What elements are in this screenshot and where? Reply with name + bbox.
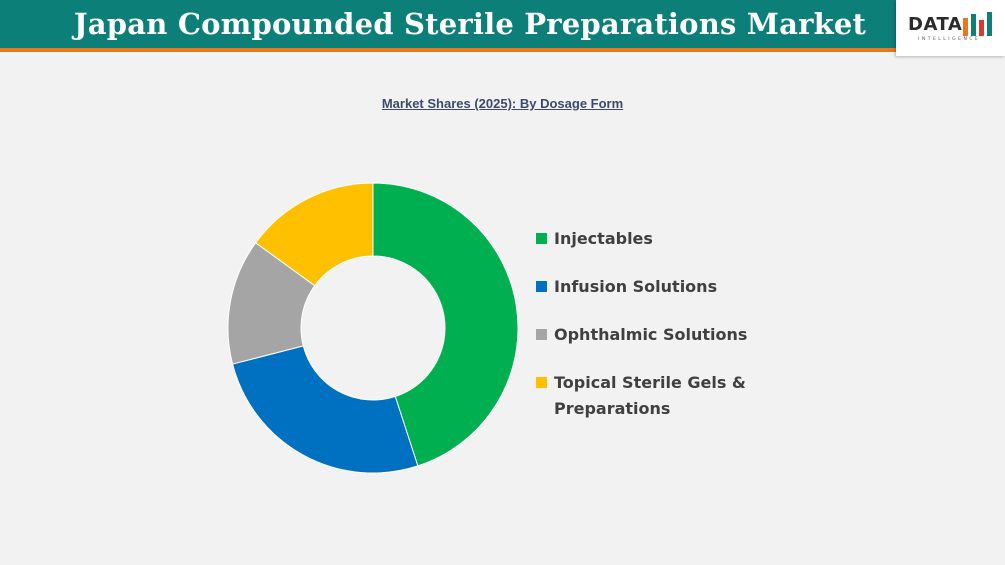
legend-swatch <box>536 329 547 340</box>
legend-swatch <box>536 233 547 244</box>
legend-swatch <box>536 281 547 292</box>
legend-label: Infusion Solutions <box>554 277 718 296</box>
legend-label: Topical Sterile Gels & Preparations <box>554 373 746 418</box>
donut-slice-0 <box>372 182 519 467</box>
chart-subtitle: Market Shares (2025): By Dosage Form <box>381 96 624 111</box>
legend-item: Injectables <box>536 226 774 252</box>
legend-item: Topical Sterile Gels & Preparations <box>536 370 774 422</box>
page-title: Japan Compounded Sterile Preparations Ma… <box>73 7 867 41</box>
logo-wordmark: DATA <box>908 14 963 35</box>
legend-item: Ophthalmic Solutions <box>536 322 774 348</box>
logo-tagline: INTELLIGENCE <box>918 37 981 42</box>
donut-slice-1 <box>231 345 419 474</box>
logo-bars-icon <box>963 12 992 36</box>
legend-label: Injectables <box>554 229 653 248</box>
brand-logo: DATA INTELLIGENCE <box>896 0 1005 56</box>
legend-item: Infusion Solutions <box>536 274 774 300</box>
donut-slice-3 <box>254 182 374 287</box>
chart-legend: Injectables Infusion Solutions Ophthalmic … <box>536 226 774 444</box>
legend-swatch <box>536 377 547 388</box>
header-bar <box>0 0 896 52</box>
legend-label: Ophthalmic Solutions <box>554 325 748 344</box>
